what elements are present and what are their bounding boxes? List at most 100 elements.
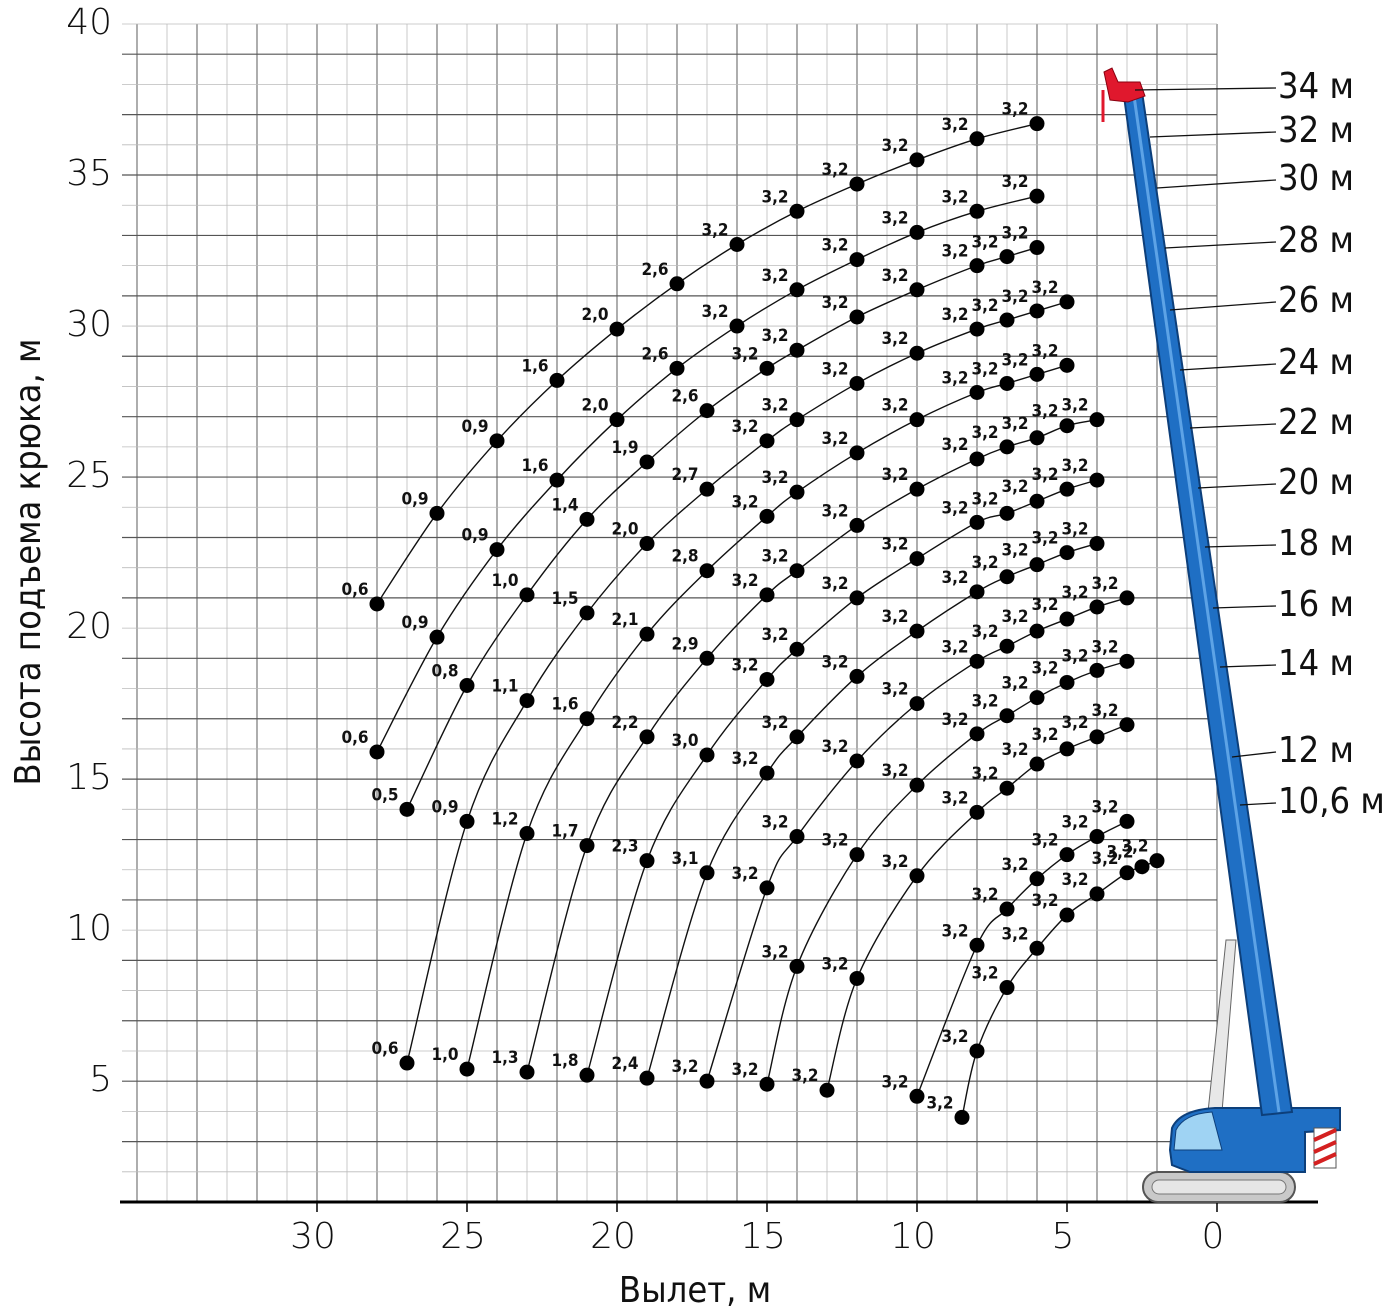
boom-name-leader: [1213, 606, 1276, 608]
load-point: [790, 412, 805, 427]
x-tick-label: 10: [890, 1216, 936, 1257]
load-point: [1090, 536, 1105, 551]
load-label: 3,2: [941, 637, 968, 657]
boom-name-leader: [1135, 88, 1276, 90]
boom-name-leader: [1198, 484, 1276, 488]
load-point: [1060, 908, 1075, 923]
load-label: 3,2: [821, 160, 848, 180]
load-point: [910, 868, 925, 883]
load-label: 3,2: [971, 489, 998, 509]
y-tick-label: 30: [66, 304, 112, 345]
load-point: [970, 385, 985, 400]
boom-name: 32 м: [1278, 110, 1354, 151]
load-point: [730, 319, 745, 334]
load-label: 3,2: [1031, 402, 1058, 422]
boom-name: 12 м: [1278, 730, 1354, 771]
boom-curve: [647, 544, 1097, 1079]
load-point: [910, 152, 925, 167]
load-label: 3,2: [701, 302, 728, 322]
load-point: [1060, 612, 1075, 627]
boom-name: 18 м: [1278, 523, 1354, 564]
load-point: [790, 485, 805, 500]
load-point: [1000, 902, 1015, 917]
load-point: [700, 747, 715, 762]
load-point: [1030, 757, 1045, 772]
y-tick-label: 5: [89, 1059, 112, 1100]
load-label: 3,0: [671, 731, 698, 751]
load-point: [1030, 303, 1045, 318]
load-point: [790, 282, 805, 297]
load-label: 3,2: [881, 607, 908, 627]
load-label: 3,2: [971, 885, 998, 905]
load-point: [910, 412, 925, 427]
load-label: 1,8: [551, 1051, 578, 1071]
load-label: 3,2: [971, 764, 998, 784]
load-label: 3,2: [941, 921, 968, 941]
load-point: [850, 590, 865, 605]
load-label: 0,6: [341, 728, 368, 748]
load-point: [1060, 741, 1075, 756]
load-label: 3,2: [941, 242, 968, 262]
load-label: 3,2: [1031, 595, 1058, 615]
load-point: [700, 403, 715, 418]
load-point: [970, 322, 985, 337]
load-label: 3,2: [941, 788, 968, 808]
load-label: 3,2: [881, 136, 908, 156]
load-label: 2,0: [581, 396, 608, 416]
hydraulic-cylinder: [1208, 940, 1236, 1112]
load-point: [850, 252, 865, 267]
load-point: [790, 729, 805, 744]
load-label: 3,2: [1061, 456, 1088, 476]
y-tick-label: 25: [66, 455, 112, 496]
load-label: 3,2: [1001, 855, 1028, 875]
crawler-track-inner: [1152, 1180, 1286, 1194]
load-label: 3,2: [1061, 713, 1088, 733]
load-point: [1000, 569, 1015, 584]
load-point: [670, 361, 685, 376]
load-label: 1,0: [431, 1045, 458, 1065]
load-point: [970, 726, 985, 741]
x-tick-label: 0: [1202, 1216, 1225, 1257]
load-point: [670, 276, 685, 291]
load-label: 3,2: [971, 296, 998, 316]
load-label: 3,2: [881, 465, 908, 485]
load-point: [910, 1089, 925, 1104]
load-point: [490, 433, 505, 448]
load-point: [970, 938, 985, 953]
load-point: [790, 343, 805, 358]
load-label: 3,2: [881, 266, 908, 286]
load-label: 3,2: [761, 266, 788, 286]
load-label: 3,2: [761, 187, 788, 207]
load-point: [1120, 590, 1135, 605]
load-point: [910, 624, 925, 639]
load-label: 3,2: [881, 680, 908, 700]
load-label: 3,2: [881, 1072, 908, 1092]
boom-name: 26 м: [1278, 280, 1354, 321]
load-point: [850, 376, 865, 391]
load-point: [1030, 624, 1045, 639]
load-label: 3,2: [971, 553, 998, 573]
load-label: 3,2: [1001, 740, 1028, 760]
load-label: 3,2: [731, 864, 758, 884]
load-point: [1120, 865, 1135, 880]
load-point: [910, 346, 925, 361]
load-point: [640, 454, 655, 469]
load-point: [970, 584, 985, 599]
y-tick-label: 10: [66, 908, 112, 949]
load-label: 3,2: [1001, 414, 1028, 434]
load-point: [1030, 690, 1045, 705]
load-label: 3,2: [761, 713, 788, 733]
load-label: 3,2: [821, 652, 848, 672]
load-point: [580, 838, 595, 853]
load-label: 3,2: [971, 692, 998, 712]
load-label: 3,2: [701, 220, 728, 240]
load-point: [580, 606, 595, 621]
load-point: [700, 865, 715, 880]
load-point: [370, 744, 385, 759]
load-label: 3,2: [1091, 701, 1118, 721]
load-label: 1,2: [491, 809, 518, 829]
load-label: 3,2: [1031, 891, 1058, 911]
load-point: [400, 1056, 415, 1071]
x-tick-label: 15: [740, 1216, 786, 1257]
load-point: [1060, 482, 1075, 497]
